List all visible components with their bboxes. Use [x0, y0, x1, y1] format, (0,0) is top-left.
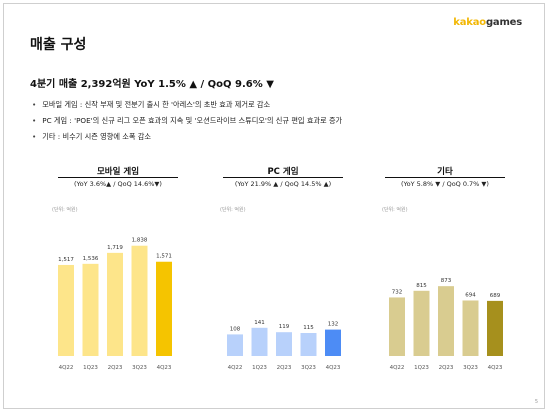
bar-mobile-4Q23: [156, 261, 172, 356]
tick-label-mobile-4Q22: 4Q22: [59, 365, 74, 371]
bar-mobile-4Q22: [58, 264, 74, 356]
bar-pc-4Q23: [325, 329, 341, 356]
tick-label-pc-4Q22: 4Q22: [228, 365, 243, 371]
value-label-other-4Q22: 732: [392, 289, 403, 295]
tick-label-mobile-1Q23: 1Q23: [83, 365, 98, 371]
panel-subtitle-pc: (YoY 21.9% ▲ / QoQ 14.5% ▲): [234, 180, 332, 188]
value-label-pc-1Q23: 141: [254, 320, 265, 326]
bullet-other: 기타 : 비수기 시즌 영향에 소폭 감소: [32, 129, 342, 145]
value-label-pc-4Q23: 132: [328, 322, 339, 328]
unit-label-mobile: (단위: 억원): [52, 207, 78, 213]
value-label-other-4Q23: 689: [490, 293, 501, 299]
bar-other-3Q23: [462, 300, 479, 356]
bar-pc-1Q23: [251, 327, 268, 356]
bar-mobile-3Q23: [131, 245, 148, 356]
tick-label-pc-3Q23: 3Q23: [301, 365, 316, 371]
panel-title-other: 기타: [385, 165, 505, 178]
unit-label-pc: (단위: 억원): [220, 207, 246, 213]
value-label-other-2Q23: 873: [441, 278, 452, 284]
bar-pc-3Q23: [300, 333, 317, 356]
bar-mobile-1Q23: [82, 263, 99, 356]
slide-frame: [3, 3, 545, 409]
tick-label-other-1Q23: 1Q23: [414, 365, 429, 371]
bar-other-4Q22: [389, 297, 405, 356]
tick-label-pc-2Q23: 2Q23: [277, 365, 292, 371]
tick-label-mobile-4Q23: 4Q23: [157, 365, 172, 371]
bar-other-2Q23: [438, 286, 454, 356]
value-label-mobile-4Q23: 1,571: [156, 254, 172, 260]
bar-pc-2Q23: [276, 332, 292, 356]
tick-label-mobile-2Q23: 2Q23: [108, 365, 123, 371]
tick-label-other-2Q23: 2Q23: [439, 365, 454, 371]
value-label-mobile-4Q22: 1,517: [58, 257, 74, 263]
bullet-list: 모바일 게임 : 신작 부재 및 전분기 출시 한 '아레스'의 초반 효과 제…: [32, 97, 342, 145]
kakaogames-logo: kakaogames: [453, 17, 522, 28]
bullet-pc: PC 게임 : 'POE'의 신규 리그 오픈 효과의 지속 및 '오션드라이브…: [32, 113, 342, 129]
tick-label-pc-4Q23: 4Q23: [326, 365, 341, 371]
bar-other-4Q23: [487, 300, 503, 356]
tick-label-other-3Q23: 3Q23: [463, 365, 478, 371]
value-label-pc-4Q22: 108: [230, 326, 241, 332]
panel-subtitle-other: (YoY 5.8% ▼ / QoQ 0.7% ▼): [401, 180, 489, 188]
unit-label-other: (단위: 억원): [382, 207, 408, 213]
panel-title-pc: PC 게임: [223, 165, 343, 178]
page-title: 매출 구성: [30, 37, 87, 53]
tick-label-pc-1Q23: 1Q23: [252, 365, 267, 371]
value-label-pc-2Q23: 119: [279, 324, 290, 330]
bar-other-1Q23: [413, 290, 430, 356]
logo-part-games: games: [485, 17, 522, 28]
value-label-other-3Q23: 694: [465, 292, 476, 298]
tick-label-mobile-3Q23: 3Q23: [132, 365, 147, 371]
value-label-pc-3Q23: 115: [303, 325, 314, 331]
panel-title-mobile: 모바일 게임: [58, 165, 178, 178]
page-number: 5: [534, 399, 538, 405]
value-label-mobile-1Q23: 1,536: [83, 256, 99, 262]
bar-pc-4Q22: [227, 334, 243, 356]
revenue-summary: 4분기 매출 2,392억원 YoY 1.5% ▲ / QoQ 9.6% ▼: [30, 79, 274, 90]
value-label-other-1Q23: 815: [416, 283, 427, 289]
tick-label-other-4Q23: 4Q23: [488, 365, 503, 371]
bullet-mobile: 모바일 게임 : 신작 부재 및 전분기 출시 한 '아레스'의 초반 효과 제…: [32, 97, 342, 113]
value-label-mobile-3Q23: 1,838: [132, 238, 148, 244]
bar-mobile-2Q23: [107, 252, 123, 356]
value-label-mobile-2Q23: 1,719: [107, 245, 123, 251]
tick-label-other-4Q22: 4Q22: [390, 365, 405, 371]
logo-part-kakao: kakao: [453, 17, 486, 28]
panel-subtitle-mobile: (YoY 3.6%▲ / QoQ 14.6%▼): [74, 180, 162, 188]
